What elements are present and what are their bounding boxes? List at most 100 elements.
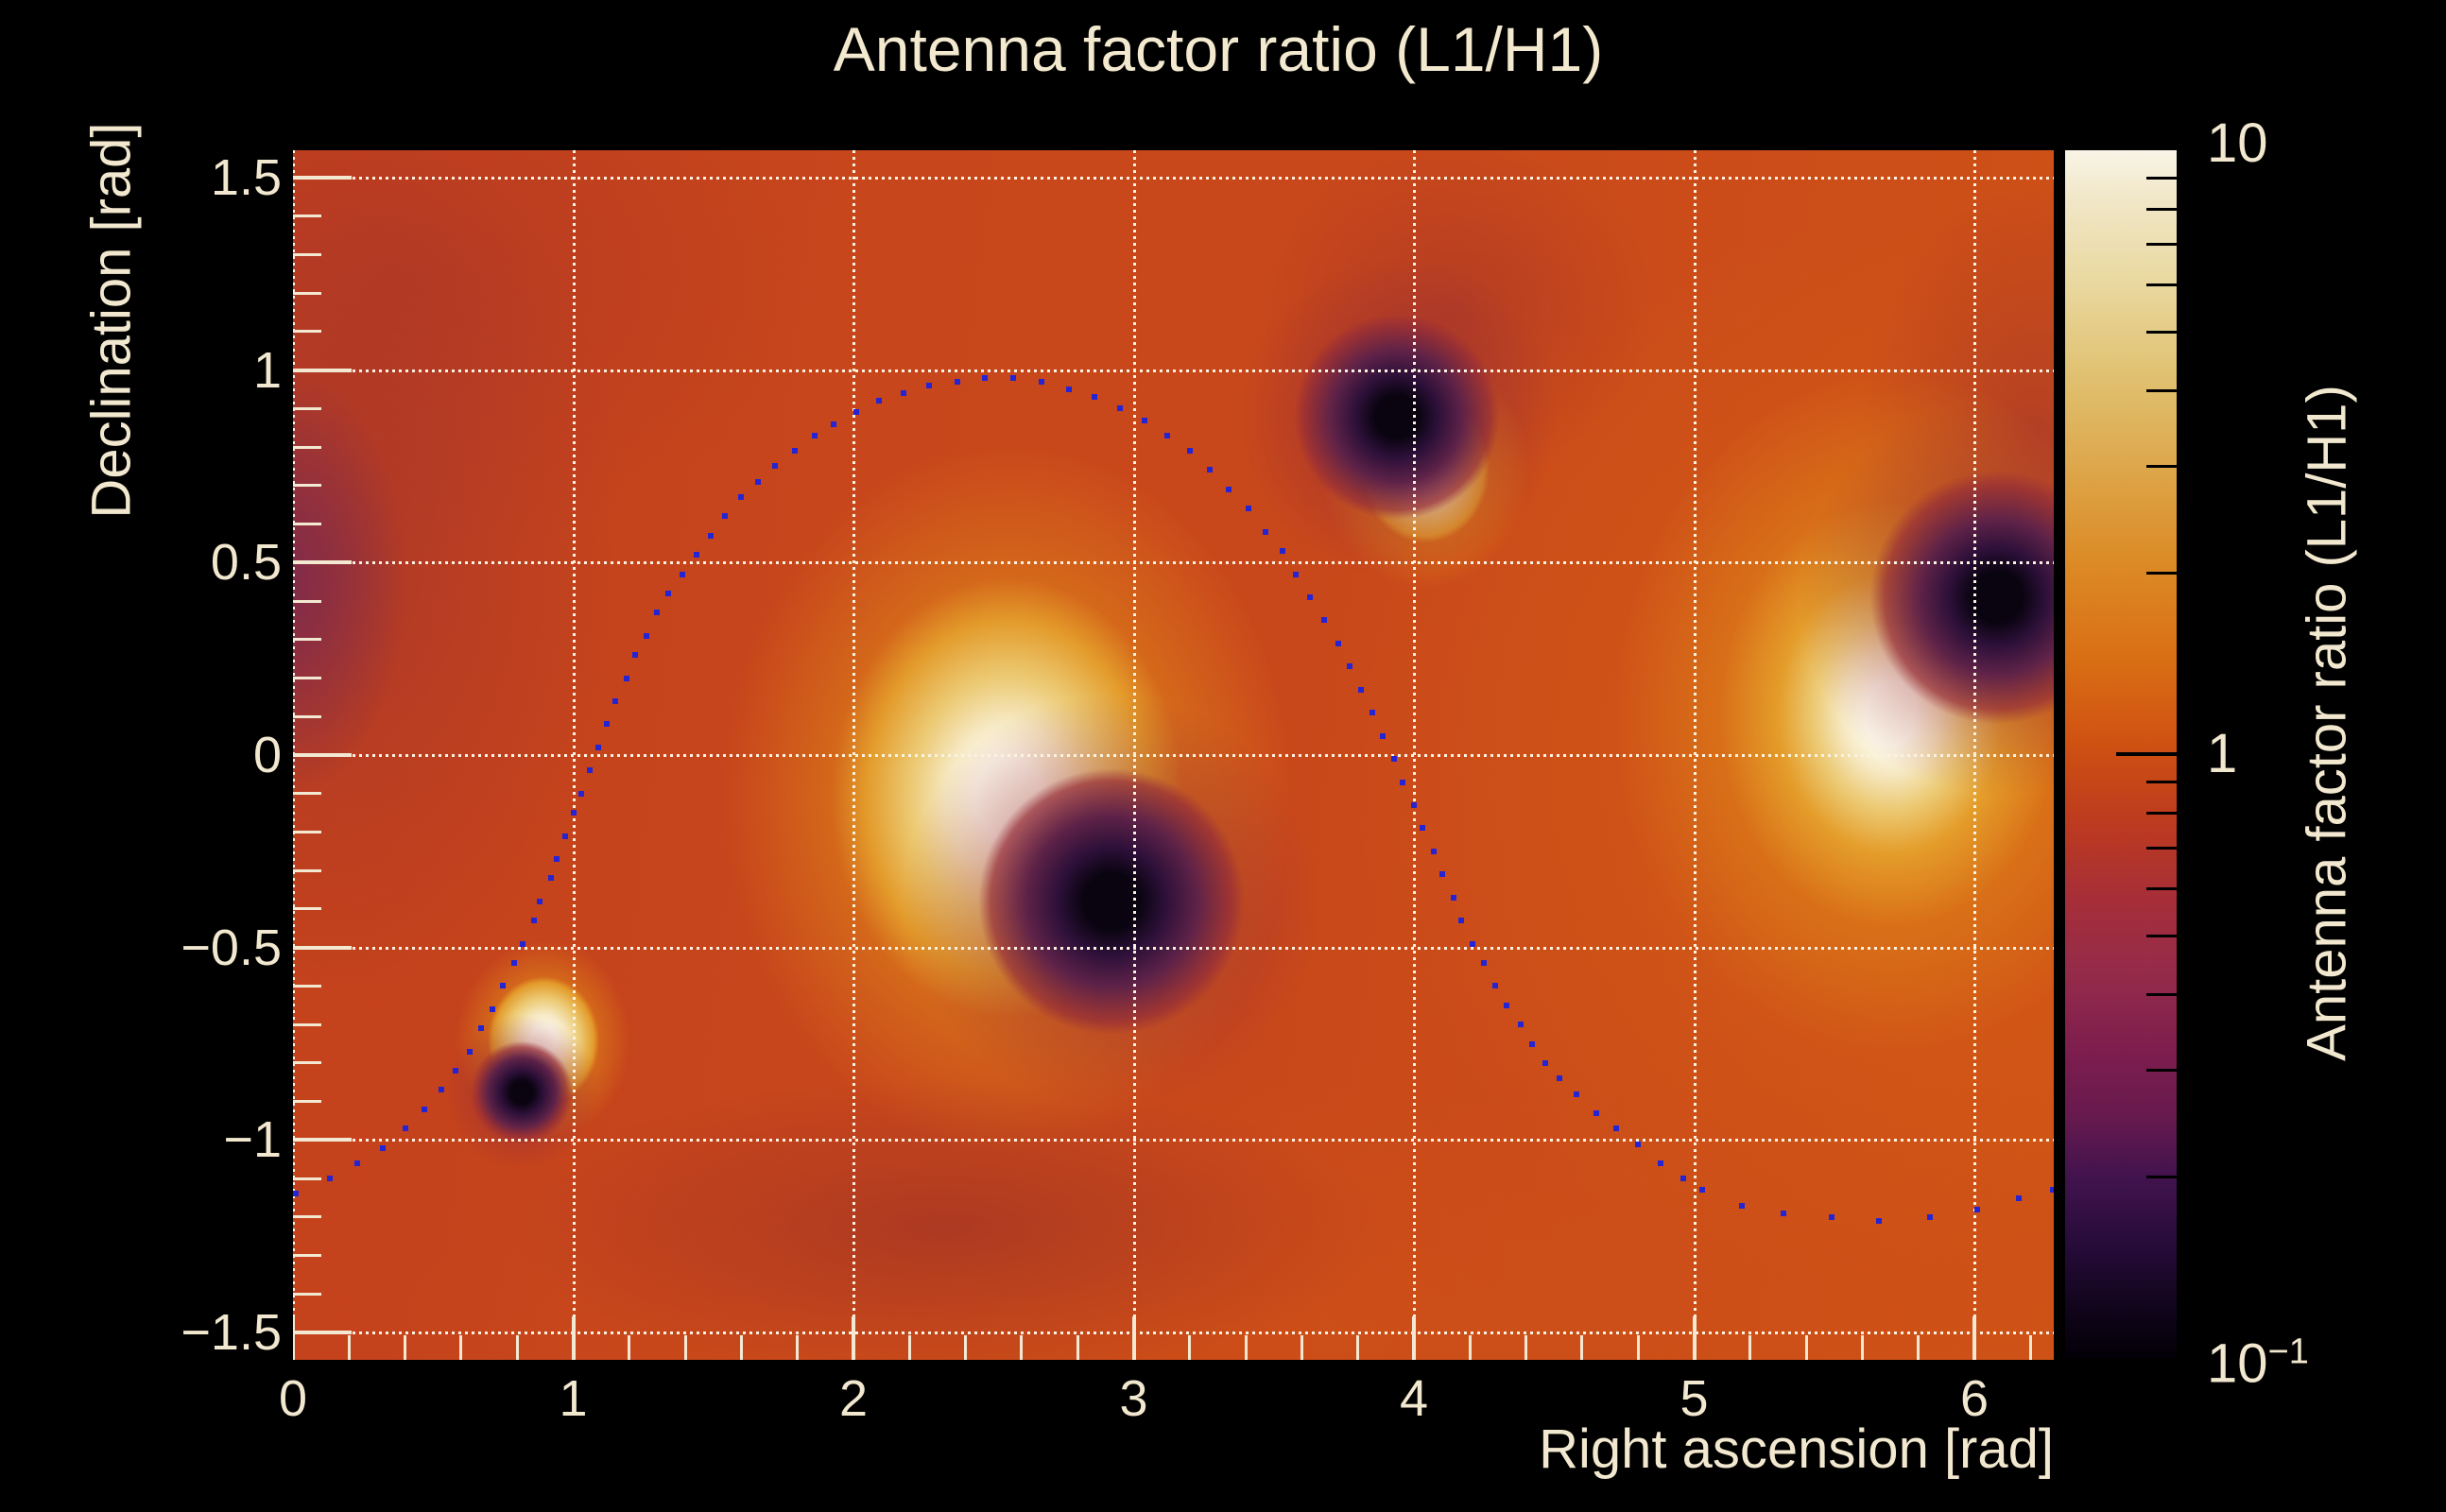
colorbar-minor-tick bbox=[2146, 1069, 2177, 1073]
track-marker bbox=[1573, 1091, 1579, 1097]
track-marker bbox=[1226, 486, 1232, 492]
x-minor-tick bbox=[1300, 1335, 1303, 1360]
track-marker bbox=[293, 1191, 299, 1197]
y-minor-tick bbox=[293, 215, 321, 218]
y-minor-tick bbox=[293, 984, 321, 988]
track-marker bbox=[553, 856, 560, 862]
colorbar-minor-tick bbox=[2146, 389, 2177, 393]
x-minor-tick bbox=[1636, 1335, 1640, 1360]
track-marker bbox=[1438, 871, 1445, 878]
y-major-tick bbox=[293, 560, 352, 565]
x-minor-tick bbox=[459, 1335, 463, 1360]
bright-spot bbox=[724, 442, 1292, 1152]
track-marker bbox=[379, 1144, 386, 1151]
track-marker bbox=[1335, 640, 1341, 646]
track-marker bbox=[477, 1025, 484, 1032]
x-minor-tick bbox=[964, 1335, 968, 1360]
x-minor-tick bbox=[404, 1335, 407, 1360]
y-minor-tick bbox=[293, 1061, 321, 1065]
colorbar-minor-tick bbox=[2146, 993, 2177, 997]
track-marker bbox=[1307, 593, 1314, 600]
track-marker bbox=[926, 382, 933, 388]
x-major-tick bbox=[293, 1316, 295, 1360]
x-tick-label: 1 bbox=[559, 1370, 588, 1427]
track-marker bbox=[1038, 378, 1044, 385]
track-marker bbox=[489, 1005, 495, 1012]
x-major-tick bbox=[571, 1316, 576, 1360]
track-marker bbox=[439, 1087, 445, 1093]
dark-spot bbox=[1798, 398, 2054, 796]
x-tick-label: 6 bbox=[1960, 1370, 1990, 1427]
colorbar-tick-label: 10−1 bbox=[2207, 1332, 2309, 1395]
track-marker bbox=[1470, 940, 1476, 947]
y-tick-label: 0.5 bbox=[210, 534, 282, 592]
y-tick-label: −1.5 bbox=[181, 1304, 282, 1362]
track-marker bbox=[1657, 1160, 1663, 1166]
track-marker bbox=[595, 744, 602, 750]
track-marker bbox=[1517, 1022, 1524, 1028]
x-minor-tick bbox=[1468, 1335, 1472, 1360]
y-minor-tick bbox=[293, 1022, 321, 1026]
heatmap-plot-area bbox=[293, 150, 2054, 1360]
track-marker bbox=[1612, 1125, 1619, 1132]
y-gridline bbox=[293, 754, 2054, 757]
track-marker bbox=[643, 632, 649, 639]
track-marker bbox=[1246, 506, 1252, 512]
y-minor-tick bbox=[293, 1177, 321, 1180]
x-tick-label: 0 bbox=[278, 1370, 308, 1427]
track-marker bbox=[901, 390, 907, 396]
y-minor-tick bbox=[293, 638, 321, 642]
track-marker bbox=[547, 875, 554, 882]
track-marker bbox=[520, 940, 526, 947]
x-minor-tick bbox=[515, 1335, 519, 1360]
x-minor-tick bbox=[1748, 1335, 1752, 1360]
y-tick-label: −1 bbox=[223, 1111, 282, 1169]
track-marker bbox=[1262, 528, 1268, 535]
colorbar-minor-tick bbox=[2146, 242, 2177, 246]
y-tick-label: 1.5 bbox=[210, 148, 282, 206]
y-gridline bbox=[293, 176, 2054, 180]
track-marker bbox=[570, 810, 577, 816]
track-marker bbox=[1411, 801, 1418, 808]
x-minor-tick bbox=[739, 1335, 743, 1360]
y-major-tick bbox=[293, 1331, 352, 1335]
track-marker bbox=[1066, 386, 1073, 392]
x-minor-tick bbox=[1244, 1335, 1248, 1360]
x-minor-tick bbox=[1804, 1335, 1808, 1360]
y-minor-tick bbox=[293, 1100, 321, 1104]
y-minor-tick bbox=[293, 1254, 321, 1258]
track-marker bbox=[1542, 1059, 1549, 1066]
track-marker bbox=[1186, 448, 1193, 455]
x-minor-tick bbox=[683, 1335, 687, 1360]
x-tick-label: 2 bbox=[838, 1370, 869, 1427]
track-marker bbox=[853, 409, 859, 416]
bright-spot bbox=[1320, 349, 1529, 589]
colorbar-title: Antenna factor ratio (L1/H1) bbox=[2296, 385, 2358, 1061]
y-minor-tick bbox=[293, 406, 321, 410]
x-tick-label: 3 bbox=[1119, 1370, 1148, 1427]
track-marker bbox=[1557, 1075, 1563, 1082]
track-marker bbox=[811, 432, 818, 438]
x-minor-tick bbox=[347, 1335, 351, 1360]
track-marker bbox=[1926, 1213, 1933, 1220]
track-marker bbox=[1781, 1210, 1787, 1216]
colorbar-major-tick bbox=[2116, 752, 2177, 756]
y-minor-tick bbox=[293, 599, 321, 603]
x-major-tick bbox=[1131, 1316, 1136, 1360]
y-gridline bbox=[293, 561, 2054, 565]
x-tick-label: 5 bbox=[1679, 1370, 1709, 1427]
colorbar-minor-tick bbox=[2146, 331, 2177, 335]
colorbar-minor-tick bbox=[2146, 846, 2177, 850]
track-marker bbox=[1828, 1213, 1834, 1220]
track-marker bbox=[530, 918, 537, 924]
x-minor-tick bbox=[907, 1335, 911, 1360]
x-minor-tick bbox=[628, 1335, 631, 1360]
bright-spot bbox=[456, 940, 631, 1141]
track-marker bbox=[1206, 467, 1213, 473]
track-marker bbox=[665, 590, 672, 596]
track-marker bbox=[755, 478, 762, 485]
track-marker bbox=[578, 790, 585, 797]
plot-title: Antenna factor ratio (L1/H1) bbox=[833, 14, 1604, 84]
track-marker bbox=[500, 983, 507, 989]
